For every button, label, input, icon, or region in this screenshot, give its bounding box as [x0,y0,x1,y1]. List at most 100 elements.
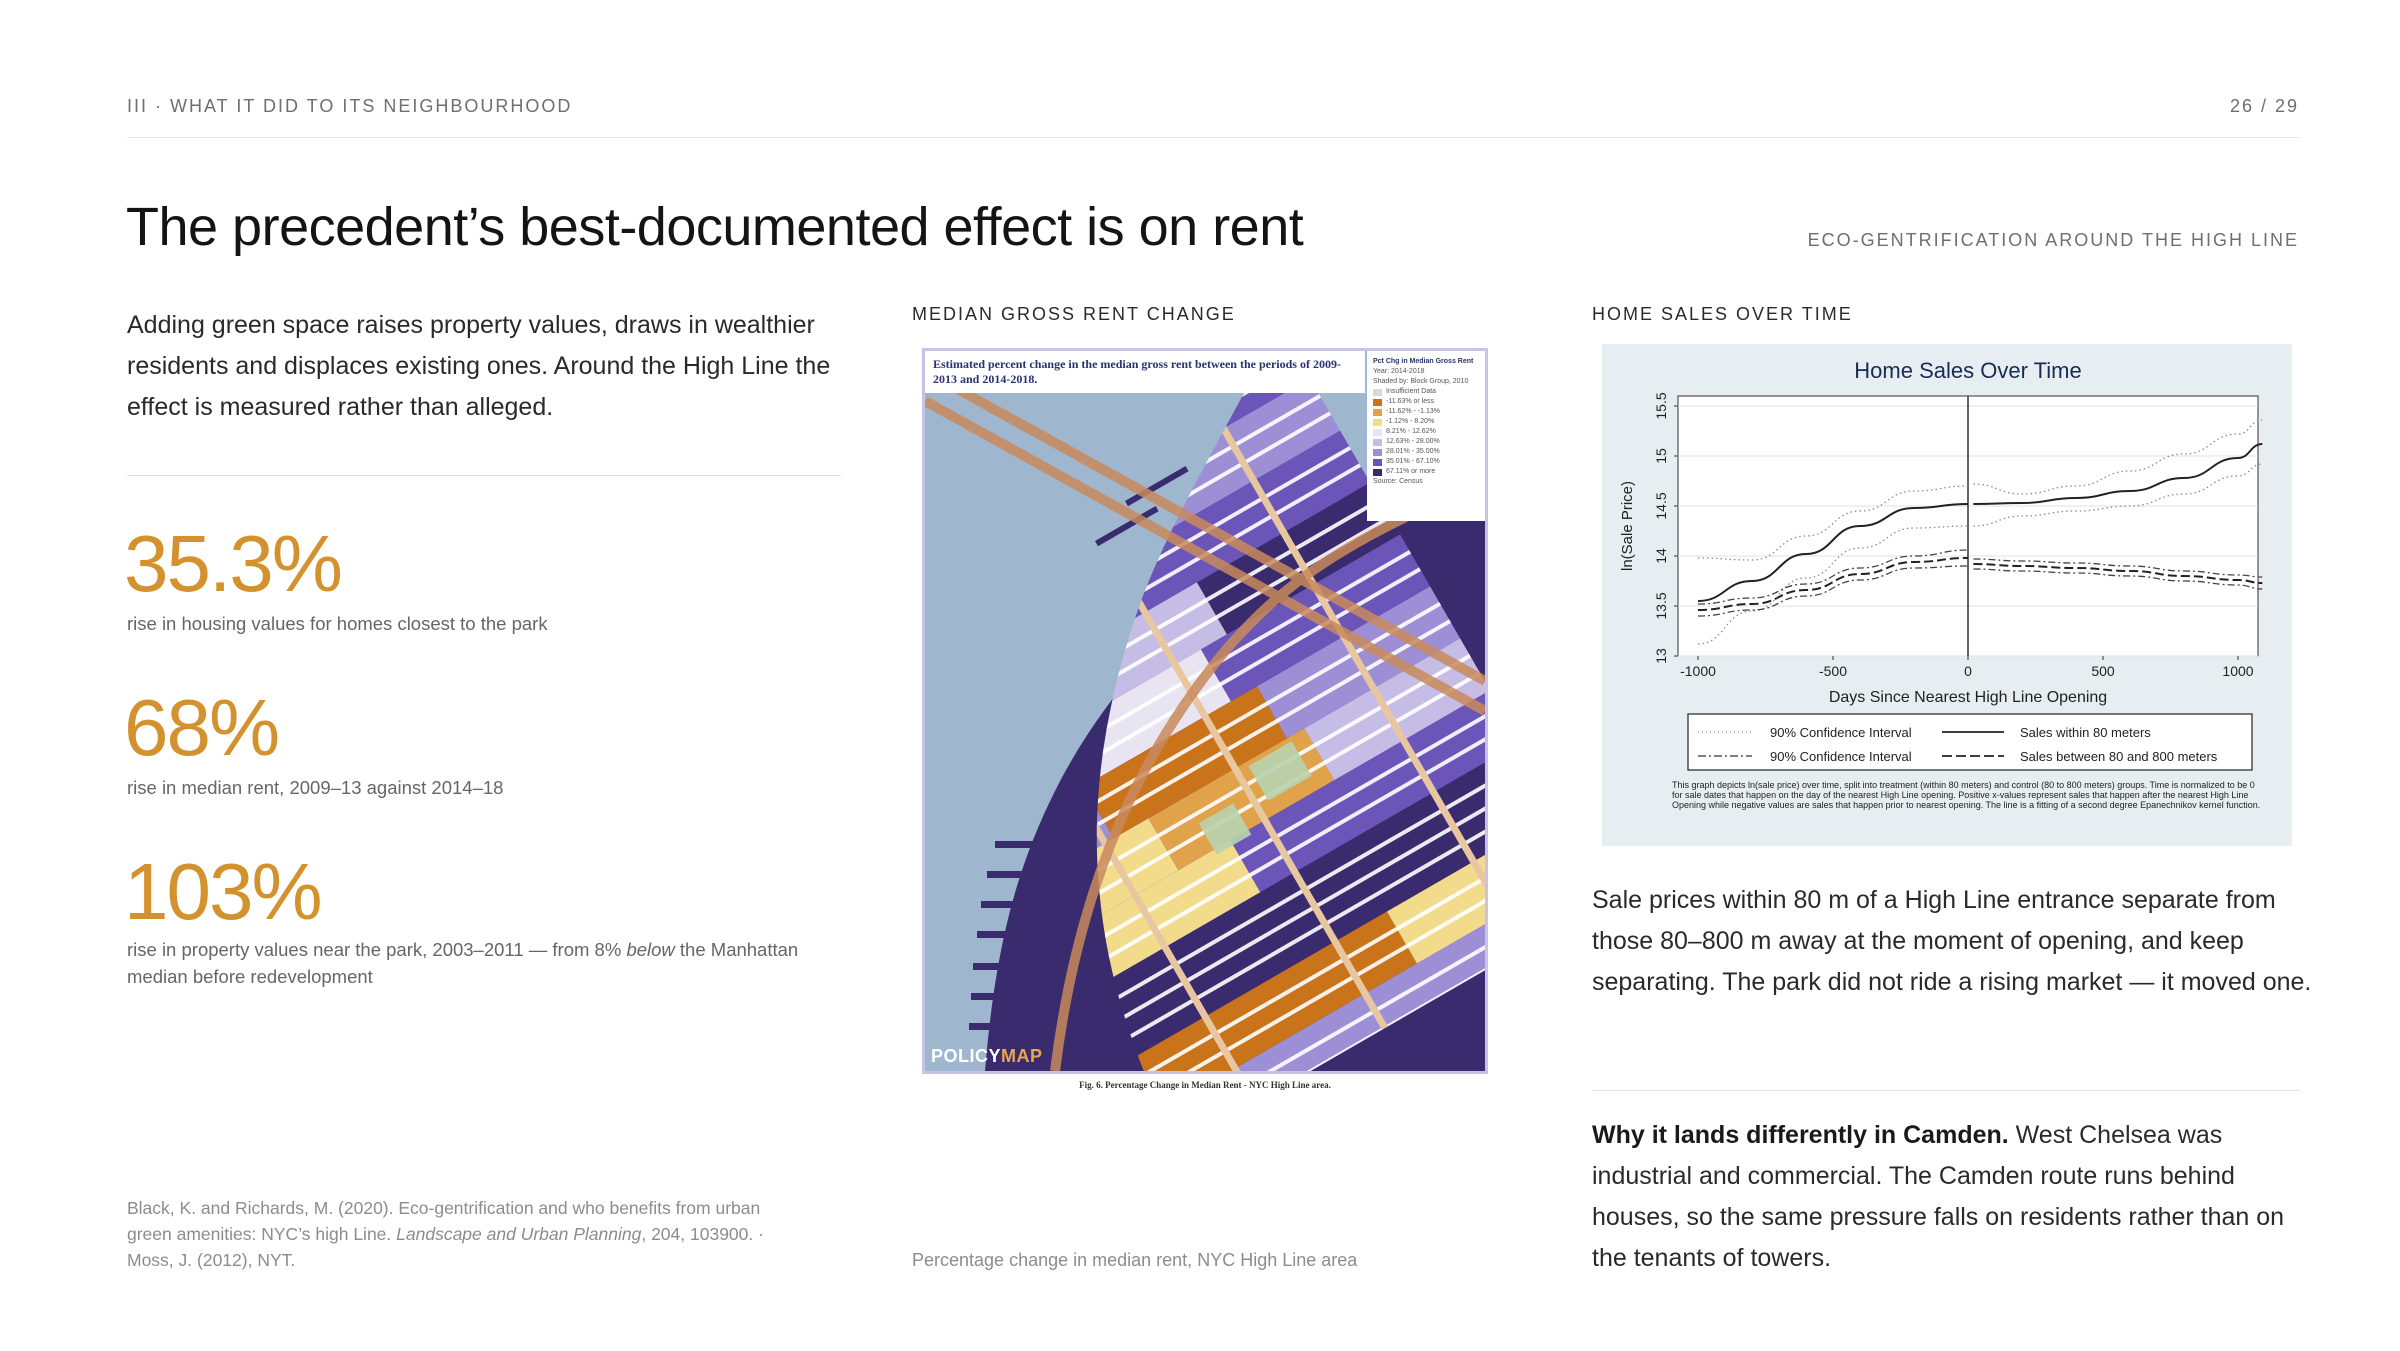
y-tick-label: 14.5 [1653,492,1669,519]
rent-change-map: Estimated percent change in the median g… [922,348,1488,1074]
x-tick-label: 500 [2091,663,2115,679]
sales-summary-paragraph: Sale prices within 80 m of a High Line e… [1592,886,2312,996]
legend-swatch [1373,418,1382,426]
legend-row: -1.12% - 8.20% [1373,417,1479,427]
home-sales-chart: Home Sales Over Time 1313.51414.51515.5 … [1619,358,2263,771]
series-line-dotted [1697,525,1969,645]
legend-label: 67.11% or more [1386,468,1436,475]
y-tick-label: 15 [1653,448,1669,464]
legend-near: Sales within 80 meters [2020,725,2151,740]
legend-ci1: 90% Confidence Interval [1770,725,1912,740]
camden-text: West Chelsea was industrial and commerci… [1592,1121,2285,1272]
lead-paragraph: Adding green space raises property value… [127,311,831,421]
legend-swatch [1373,398,1382,406]
map-title: Estimated percent change in the median g… [925,351,1365,393]
home-sales-chart-panel: Home Sales Over Time 13 13.5 14 14.5 15 15.5 … [1602,344,2292,846]
legend-rows: Insufficient Data -11.63% or less -11.62% … [1373,387,1479,477]
x-tick-label: 0 [1964,663,1972,679]
stat-value: 68% [124,683,280,772]
plot-section-label: HOME SALES OVER TIME [1592,304,1853,324]
series-line-dashdot [1697,565,1969,617]
map-caption: Percentage change in median rent, NYC Hi… [912,1250,1358,1270]
camden-lead: Why it lands differently in Camden. [1592,1121,2009,1149]
legend-swatch [1373,428,1382,436]
page-header: III · WHAT IT DID TO ITS NEIGHBOURHOOD 2… [127,96,2299,138]
legend-year: Year: 2014-2018 [1373,368,1425,375]
citation: Black, K. and Richards, M. (2020). Eco-g… [127,1195,807,1273]
citation-authors: Black, K. and Richards, M. (2020). Eco-g… [127,1198,761,1244]
series-line-dotted [1973,419,2263,495]
legend-label: 28.01% - 35.00% [1386,448,1440,455]
legend-source: Source: Census [1373,478,1423,485]
section-label: III · WHAT IT DID TO ITS NEIGHBOURHOOD [127,96,573,116]
map-section-label: MEDIAN GROSS RENT CHANGE [912,304,1236,324]
legend-row: 28.01% - 35.00% [1373,447,1479,457]
stat-caption-emphasis: below [626,939,675,960]
legend-row: 8.21% - 12.62% [1373,427,1479,437]
legend-title: Pct Chg in Median Gross Rent [1373,358,1474,365]
legend-row: 12.63% - 28.00% [1373,437,1479,447]
y-tick-label: 13 [1653,648,1669,664]
legend-shaded: Shaded by: Block Group, 2010 [1373,378,1469,385]
chart-legend [1687,713,2253,771]
legend-label: 8.21% - 12.62% [1386,428,1436,435]
series-line-dashdot [1973,558,2263,578]
stat-caption: rise in median rent, 2009–13 against 201… [127,777,504,798]
divider [127,475,841,476]
y-tick-label: 15.5 [1653,392,1669,419]
series-line-dashed [1973,563,2263,584]
legend-row: Insufficient Data [1373,387,1479,397]
brand-a: POLICY [931,1046,1002,1066]
legend-row: -11.63% or less [1373,397,1479,407]
series-line-solid [1973,443,2263,505]
citation-journal: Landscape and Urban Planning [396,1224,642,1244]
legend-swatch [1373,468,1382,476]
map-legend: Pct Chg in Median Gross Rent Year: 2014-… [1367,351,1485,521]
legend-swatch [1373,438,1382,446]
series-line-solid [1697,503,1969,602]
x-axis-label: Days Since Nearest High Line Opening [1829,689,2107,706]
legend-swatch [1373,458,1382,466]
series-line-dashdot [1697,549,1969,605]
series-line-dashed [1697,557,1969,611]
legend-label: Insufficient Data [1386,388,1437,395]
legend-row: 67.11% or more [1373,467,1479,477]
x-tick-label: -500 [1819,663,1847,679]
legend-label: 12.63% - 28.00% [1386,438,1440,445]
chart-note: This graph depicts ln(sale price) over t… [1672,780,2261,810]
map-figure-caption: Fig. 6. Percentage Change in Median Rent… [1079,1080,1331,1090]
legend-swatch [1373,388,1382,396]
series-line-dashdot [1973,568,2263,590]
map-graphic [925,351,1485,1071]
legend-label: -11.62% - -1.13% [1386,408,1440,415]
legend-swatch [1373,408,1382,416]
page-number: 26 / 29 [2229,96,2299,116]
camden-paragraph: Why it lands differently in Camden. West… [1592,1115,2312,1279]
stat-caption: rise in property values near the park, 2… [127,936,847,990]
legend-row: 35.01% - 67.10% [1373,457,1479,467]
stat-value: 35.3% [124,519,343,608]
series-line-dotted [1697,485,1969,561]
stat-value: 103% [124,847,323,936]
legend-swatch [1373,448,1382,456]
stat-caption-post: the Manhattan median before redevelopmen… [127,939,799,987]
y-tick-label: 14 [1653,548,1669,564]
stat-caption-pre: rise in property values near the park, 2… [127,939,627,960]
citation-rest: , 204, 103900. · Moss, J. (2012), NYT. [127,1224,764,1270]
y-axis-label: ln(Sale Price) [1619,481,1636,571]
stat-caption: rise in housing values for homes closest… [127,613,548,634]
x-tick-label: 1000 [2222,663,2253,679]
legend-ci2: 90% Confidence Interval [1770,749,1912,764]
divider [1592,1090,2300,1091]
policymap-logo: POLICYMAP [931,1046,1043,1067]
page-title: The precedent’s best-documented effect i… [126,197,1304,257]
legend-row: -11.62% - -1.13% [1373,407,1479,417]
legend-label: 35.01% - 67.10% [1386,458,1440,465]
x-tick-label: -1000 [1680,663,1716,679]
brand-b: MAP [1001,1046,1043,1066]
legend-far: Sales between 80 and 800 meters [2020,749,2218,764]
y-tick-label: 13.5 [1653,592,1669,619]
deck-label: ECO-GENTRIFICATION AROUND THE HIGH LINE [1807,230,2299,250]
series-line-dotted [1973,463,2263,527]
chart-title: Home Sales Over Time [1854,358,2081,383]
